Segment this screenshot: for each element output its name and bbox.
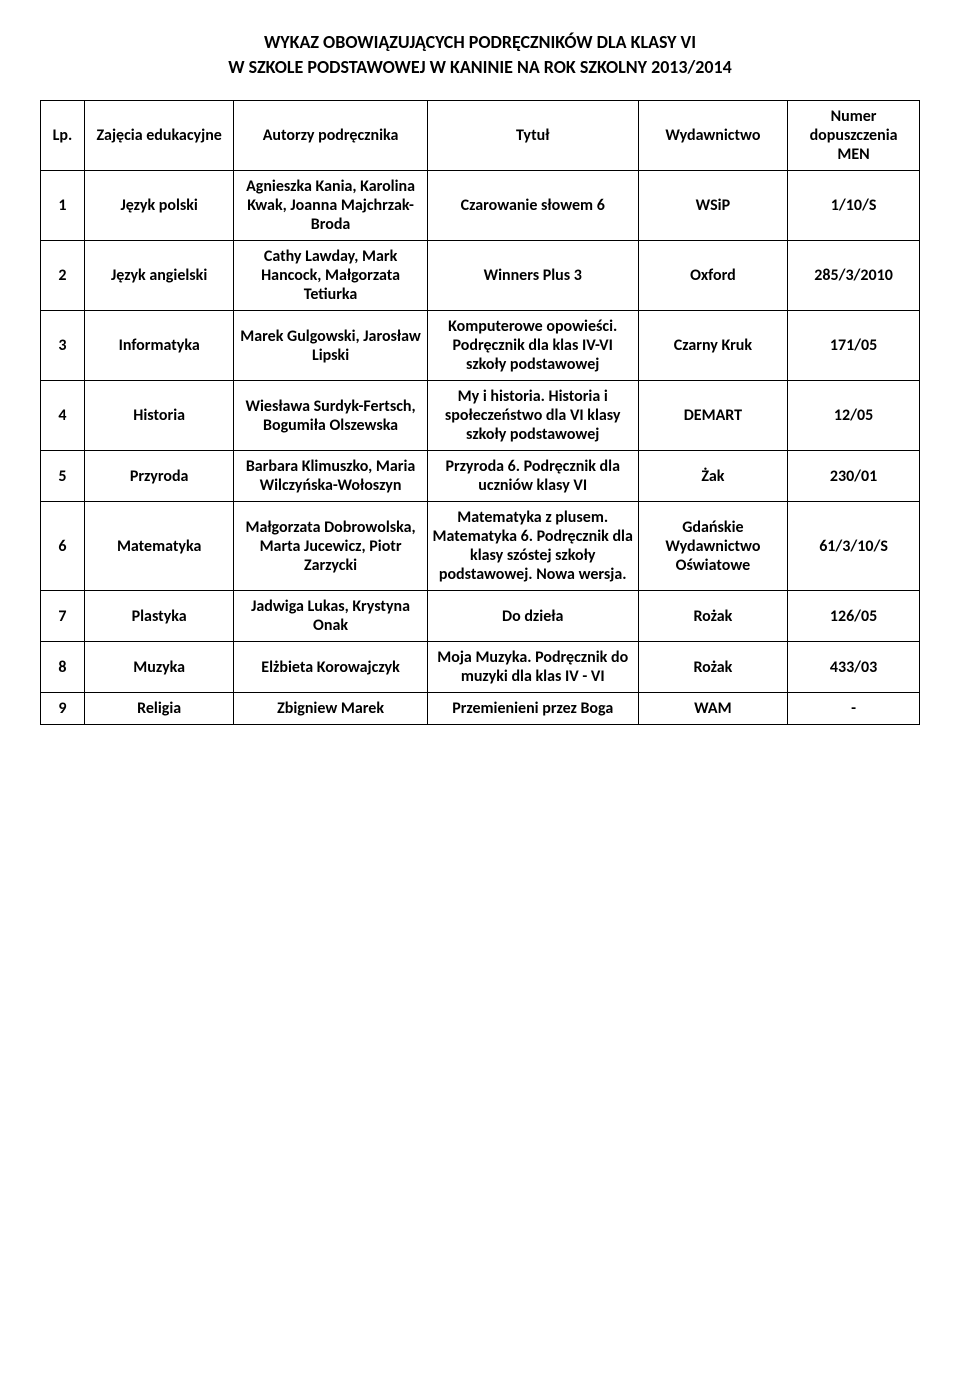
- document-header: WYKAZ OBOWIĄZUJĄCYCH PODRĘCZNIKÓW DLA KL…: [40, 30, 920, 80]
- cell-title: Przemienieni przez Boga: [427, 693, 638, 725]
- cell-publisher: Żak: [638, 451, 787, 502]
- cell-number: 12/05: [788, 381, 920, 451]
- table-row: 7 Plastyka Jadwiga Lukas, Krystyna Onak …: [41, 591, 920, 642]
- col-publisher: Wydawnictwo: [638, 101, 787, 171]
- cell-authors: Wiesława Surdyk-Fertsch, Bogumiła Olszew…: [234, 381, 427, 451]
- cell-publisher: Czarny Kruk: [638, 311, 787, 381]
- table-row: 6 Matematyka Małgorzata Dobrowolska, Mar…: [41, 502, 920, 591]
- table-body: 1 Język polski Agnieszka Kania, Karolina…: [41, 171, 920, 725]
- cell-publisher: Rożak: [638, 591, 787, 642]
- cell-publisher: DEMART: [638, 381, 787, 451]
- cell-authors: Marek Gulgowski, Jarosław Lipski: [234, 311, 427, 381]
- col-subject: Zajęcia edukacyjne: [84, 101, 233, 171]
- cell-authors: Małgorzata Dobrowolska, Marta Jucewicz, …: [234, 502, 427, 591]
- cell-title: Przyroda 6. Podręcznik dla uczniów klasy…: [427, 451, 638, 502]
- cell-number: -: [788, 693, 920, 725]
- header-line-2: W SZKOLE PODSTAWOWEJ W KANINIE NA ROK SZ…: [40, 55, 920, 80]
- textbook-table: Lp. Zajęcia edukacyjne Autorzy podręczni…: [40, 100, 920, 725]
- table-row: 4 Historia Wiesława Surdyk-Fertsch, Bogu…: [41, 381, 920, 451]
- table-row: 2 Język angielski Cathy Lawday, Mark Han…: [41, 241, 920, 311]
- cell-publisher: WAM: [638, 693, 787, 725]
- table-row: 8 Muzyka Elżbieta Korowajczyk Moja Muzyk…: [41, 642, 920, 693]
- cell-publisher: Rożak: [638, 642, 787, 693]
- cell-title: Moja Muzyka. Podręcznik do muzyki dla kl…: [427, 642, 638, 693]
- cell-lp: 2: [41, 241, 85, 311]
- cell-authors: Agnieszka Kania, Karolina Kwak, Joanna M…: [234, 171, 427, 241]
- cell-subject: Przyroda: [84, 451, 233, 502]
- cell-lp: 6: [41, 502, 85, 591]
- table-row: 1 Język polski Agnieszka Kania, Karolina…: [41, 171, 920, 241]
- cell-lp: 9: [41, 693, 85, 725]
- cell-number: 433/03: [788, 642, 920, 693]
- cell-lp: 3: [41, 311, 85, 381]
- cell-lp: 1: [41, 171, 85, 241]
- cell-lp: 4: [41, 381, 85, 451]
- table-header-row: Lp. Zajęcia edukacyjne Autorzy podręczni…: [41, 101, 920, 171]
- cell-lp: 7: [41, 591, 85, 642]
- cell-number: 61/3/10/S: [788, 502, 920, 591]
- cell-title: Do dzieła: [427, 591, 638, 642]
- cell-authors: Elżbieta Korowajczyk: [234, 642, 427, 693]
- cell-lp: 5: [41, 451, 85, 502]
- cell-title: Winners Plus 3: [427, 241, 638, 311]
- cell-number: 126/05: [788, 591, 920, 642]
- cell-subject: Matematyka: [84, 502, 233, 591]
- col-lp: Lp.: [41, 101, 85, 171]
- cell-subject: Język angielski: [84, 241, 233, 311]
- cell-lp: 8: [41, 642, 85, 693]
- cell-subject: Plastyka: [84, 591, 233, 642]
- cell-title: Czarowanie słowem 6: [427, 171, 638, 241]
- cell-authors: Zbigniew Marek: [234, 693, 427, 725]
- cell-number: 171/05: [788, 311, 920, 381]
- table-row: 5 Przyroda Barbara Klimuszko, Maria Wilc…: [41, 451, 920, 502]
- cell-number: 230/01: [788, 451, 920, 502]
- col-title: Tytuł: [427, 101, 638, 171]
- cell-authors: Barbara Klimuszko, Maria Wilczyńska-Woło…: [234, 451, 427, 502]
- cell-number: 1/10/S: [788, 171, 920, 241]
- cell-title: Matematyka z plusem. Matematyka 6. Podrę…: [427, 502, 638, 591]
- cell-authors: Cathy Lawday, Mark Hancock, Małgorzata T…: [234, 241, 427, 311]
- cell-authors: Jadwiga Lukas, Krystyna Onak: [234, 591, 427, 642]
- cell-subject: Język polski: [84, 171, 233, 241]
- cell-subject: Historia: [84, 381, 233, 451]
- cell-title: Komputerowe opowieści. Podręcznik dla kl…: [427, 311, 638, 381]
- cell-publisher: Oxford: [638, 241, 787, 311]
- cell-subject: Informatyka: [84, 311, 233, 381]
- cell-publisher: WSiP: [638, 171, 787, 241]
- col-number: Numer dopuszczenia MEN: [788, 101, 920, 171]
- cell-subject: Muzyka: [84, 642, 233, 693]
- cell-number: 285/3/2010: [788, 241, 920, 311]
- cell-subject: Religia: [84, 693, 233, 725]
- cell-publisher: Gdańskie Wydawnictwo Oświatowe: [638, 502, 787, 591]
- table-row: 9 Religia Zbigniew Marek Przemienieni pr…: [41, 693, 920, 725]
- col-authors: Autorzy podręcznika: [234, 101, 427, 171]
- cell-title: My i historia. Historia i społeczeństwo …: [427, 381, 638, 451]
- header-line-1: WYKAZ OBOWIĄZUJĄCYCH PODRĘCZNIKÓW DLA KL…: [40, 30, 920, 55]
- table-row: 3 Informatyka Marek Gulgowski, Jarosław …: [41, 311, 920, 381]
